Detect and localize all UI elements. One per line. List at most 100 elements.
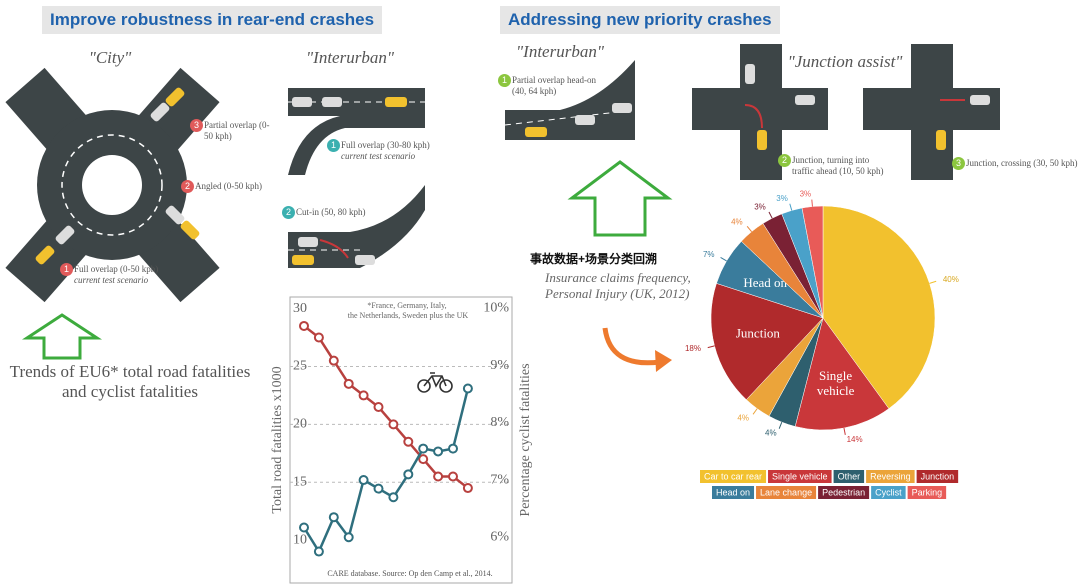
scenario-note: current test scenario (74, 275, 149, 285)
value-label: 4% (737, 413, 749, 422)
scenario-number: 3 (190, 119, 203, 132)
scenario-number: 2 (778, 154, 791, 167)
series-line (302, 388, 470, 555)
interurban-diagram (288, 88, 425, 268)
chart-note: *France, Germany, Italy, the Netherlands… (348, 301, 469, 320)
scenario-number: 3 (952, 157, 965, 170)
scenario-label: Junction, crossing (30, 50 kph) (966, 158, 1078, 168)
series-point (343, 532, 354, 543)
legend-label: Other (838, 471, 861, 481)
leader-line (752, 408, 758, 415)
leader-line (778, 421, 783, 429)
series-point (462, 383, 473, 394)
series-point (403, 469, 414, 480)
value-label: 40% (943, 275, 959, 284)
series-point (433, 446, 444, 457)
legend-swatch (833, 470, 865, 483)
legend-swatch (756, 486, 817, 499)
slice-label: Head on (743, 275, 787, 290)
leader-line (811, 199, 813, 207)
series-point (388, 492, 399, 503)
scenario-title: "Interurban" (516, 42, 604, 61)
series-point (462, 483, 473, 494)
scenario-title: "City" (88, 48, 132, 67)
y2-axis-label: Percentage cyclist fatalities (518, 363, 533, 516)
series-point (388, 419, 399, 430)
scenario-title: "Interurban" (306, 48, 394, 67)
bicycle-icon (417, 372, 453, 393)
scenario-title: "Junction assist" (787, 52, 903, 71)
legend-label: Reversing (870, 471, 911, 481)
green-arrow (21, 313, 103, 360)
series-point (418, 454, 429, 465)
series-point (358, 475, 369, 486)
leader-line (843, 427, 846, 435)
chart-source: CARE database. Source: Op den Camp et al… (327, 569, 492, 578)
legend-label: Head on (716, 487, 750, 497)
legend-swatch (818, 486, 870, 499)
scenario-item: 2 Cut-in (50, 80 kph) (282, 206, 396, 219)
value-label: 3% (754, 203, 766, 212)
y-tick-label: 15 (293, 474, 307, 489)
trends-text: Trends of EU6* total road fatalities and… (9, 362, 251, 401)
scenario-label: Partial overlap head-on (40, 64 kph) (512, 75, 596, 96)
scenario-number: 1 (498, 74, 511, 87)
scenario-label: Partial overlap (0-50 kph) (204, 120, 270, 141)
leader-line (707, 345, 715, 349)
scenario-item: 1 Full overlap (0-50 kph) current test sce… (60, 263, 184, 286)
pie-slice (801, 205, 824, 319)
line-chart-frame (289, 296, 513, 584)
junction-diagrams (692, 44, 1000, 180)
slice-label-line: Single (819, 368, 852, 383)
legend-swatch (871, 486, 906, 499)
series-point (358, 390, 369, 401)
legend-label: Parking (912, 487, 943, 497)
green-arrow (567, 160, 673, 237)
pie-slice (710, 283, 824, 400)
series-point (299, 522, 309, 533)
scenario-label: Full overlap (0-50 kph) (74, 264, 159, 274)
value-label: 3% (776, 194, 788, 203)
leader-line (789, 203, 793, 211)
leader-line (768, 211, 773, 219)
value-label: 4% (765, 428, 777, 437)
scenario-number: 1 (60, 263, 73, 276)
value-label: 7% (703, 250, 715, 259)
series-point (299, 320, 309, 331)
legend-label: Car to car rear (704, 471, 762, 481)
scenario-item: 3 Junction, crossing (30, 50 kph) (952, 157, 1080, 170)
slice-label: Single vehicle (817, 368, 855, 398)
legend-label: Single vehicle (772, 471, 828, 481)
scenario-label: Angled (0-50 kph) (195, 181, 262, 191)
chart-note-line: *France, Germany, Italy, (367, 301, 448, 310)
scenario-item: 1 Full overlap (30-80 kph) current test sc… (327, 139, 441, 162)
series-point (313, 546, 324, 557)
legend-swatch (907, 486, 947, 499)
y-tick-label: 20 (293, 417, 307, 432)
y-axis-label: Total road fatalities x1000 (270, 366, 285, 513)
scenario-number: 2 (181, 180, 194, 193)
series-point (343, 378, 354, 389)
value-label: 3% (800, 190, 812, 199)
leader-line (746, 225, 752, 233)
legend-swatch (916, 470, 959, 483)
value-label: 14% (847, 435, 863, 444)
legend-swatch (700, 470, 767, 483)
y-tick-label: 30 (293, 301, 307, 316)
insurance-note: Insurance claims frequency, Personal Inj… (545, 270, 691, 301)
series-point (328, 512, 339, 523)
value-label: 4% (731, 218, 743, 227)
series-point (328, 355, 339, 366)
series-point (313, 332, 324, 343)
series-point (373, 483, 384, 494)
series-point (373, 402, 384, 412)
scenario-label: Full overlap (30-80 kph) (341, 140, 430, 150)
pie-chart: 40% 14% Single vehicle 4% 4% 18% Junction 7% Head… (685, 190, 959, 499)
orange-arrowhead (655, 350, 672, 372)
legend-label: Lane change (760, 487, 812, 497)
line-chart: 10 15 20 25 30 6% 7% 8% 9% 10% Total road fataliti… (270, 301, 533, 578)
scenario-item: 3 Partial overlap (0-50 kph) (190, 119, 274, 142)
y-tick-label: 25 (293, 359, 307, 374)
